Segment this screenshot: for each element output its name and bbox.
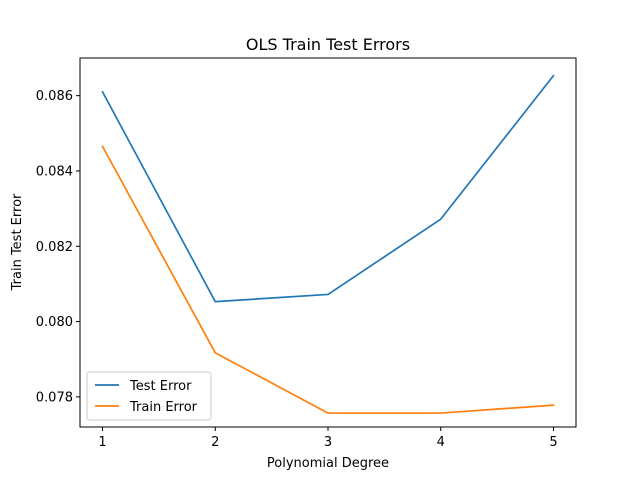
- x-axis-ticks: 1 2 3 4 5: [98, 427, 558, 450]
- x-axis-label: Polynomial Degree: [267, 456, 389, 471]
- x-tick-label: 5: [549, 435, 557, 450]
- y-tick-label: 0.082: [36, 240, 73, 255]
- y-axis-label: Train Test Error: [10, 193, 25, 291]
- chart-title: OLS Train Test Errors: [246, 35, 410, 54]
- legend-box: [86, 371, 212, 421]
- x-tick-label: 4: [437, 435, 445, 450]
- y-tick-label: 0.078: [36, 390, 73, 405]
- y-tick-label: 0.086: [36, 89, 73, 104]
- y-axis-ticks: 0.078 0.080 0.082 0.084 0.086: [36, 89, 80, 405]
- legend-label-train-error: Train Error: [129, 400, 198, 415]
- series-line-test-error: [101, 74, 555, 303]
- x-tick-label: 3: [324, 435, 332, 450]
- x-tick-label: 1: [98, 435, 106, 450]
- plot-lines: [101, 74, 555, 414]
- x-tick-label: 2: [211, 435, 219, 450]
- legend: Test Error Train Error: [86, 371, 212, 421]
- series-line-train-error: [101, 145, 555, 414]
- y-tick-label: 0.080: [36, 315, 73, 330]
- y-tick-label: 0.084: [36, 164, 73, 179]
- legend-label-test-error: Test Error: [129, 379, 192, 394]
